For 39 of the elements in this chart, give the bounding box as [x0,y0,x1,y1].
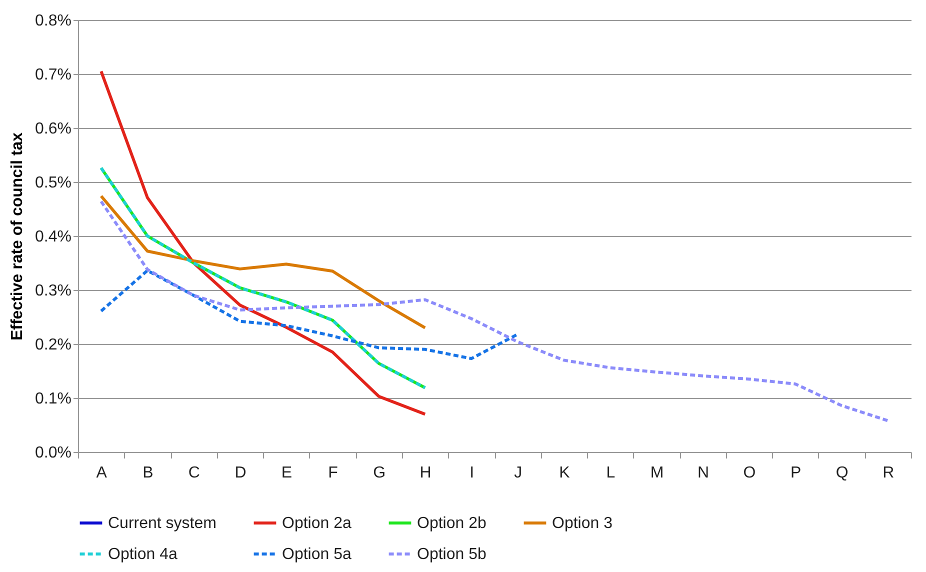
x-tick-label: K [559,464,570,482]
line-series [100,194,427,330]
x-tick-label: R [882,464,894,482]
x-tick-label: J [514,464,522,482]
y-tick-label: 0.8% [35,12,72,30]
x-tick-label: D [234,464,246,482]
x-tick-label: O [743,464,756,482]
x-tick-label: E [281,464,292,482]
y-tick-label: 0.3% [35,282,72,300]
legend-label: Option 2b [417,515,486,532]
y-tick-label: 0.6% [35,120,72,138]
x-tick-label: F [328,464,338,482]
x-tick-label: Q [836,464,848,482]
x-tick-label: L [606,464,616,482]
y-tick-label: 0.5% [35,174,72,192]
y-tick-label: 0.2% [35,336,72,354]
legend-label: Option 5a [282,546,352,563]
legend-label: Option 3 [552,515,613,532]
y-tick-label: 0.7% [35,66,72,84]
line-series [100,269,520,360]
x-tick-label: M [650,464,664,482]
legend-label: Option 2a [282,515,352,532]
y-axis-title: Effective rate of council tax [9,132,26,341]
x-tick-label: C [188,464,200,482]
x-tick-label: P [790,464,802,482]
y-tick-label: 0.0% [35,444,72,462]
line-series [100,70,427,416]
line-series [100,200,890,422]
legend-label: Option 5b [417,546,486,563]
y-tick-label: 0.1% [35,390,72,408]
x-tick-label: G [373,464,386,482]
x-tick-label: B [142,464,154,482]
x-tick-label: I [470,464,474,482]
x-tick-label: H [420,464,432,482]
legend-label: Current system [108,515,216,532]
x-tick-label: A [96,464,108,482]
legend-label: Option 4a [108,546,178,563]
x-tick-label: N [697,464,710,482]
y-tick-label: 0.4% [35,228,72,246]
